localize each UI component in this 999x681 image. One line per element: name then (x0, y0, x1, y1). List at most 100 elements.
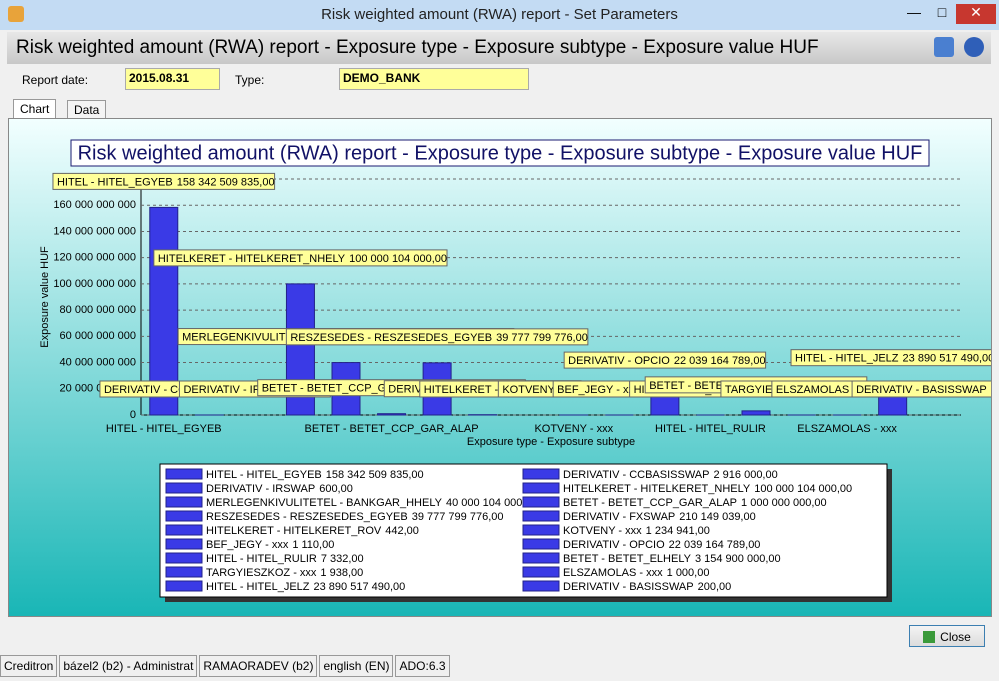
chart-panel: Risk weighted amount (RWA) report - Expo… (8, 118, 992, 617)
legend-category: HITEL - HITEL_RULIR (206, 553, 317, 565)
legend-value: 2 916 000,00 (714, 469, 778, 481)
legend-value: 210 149 039,00 (679, 511, 755, 523)
legend-category: DERIVATIV - FXSWAP (563, 511, 675, 523)
chart: Risk weighted amount (RWA) report - Expo… (9, 119, 991, 616)
refresh-button[interactable] (934, 37, 954, 57)
close-label: Close (940, 630, 971, 644)
legend-value: 200,00 (698, 581, 732, 593)
data-label-category: DERIVATIV - BASISSWAP (856, 384, 987, 396)
legend-category: ELSZAMOLAS - xxx (563, 567, 663, 579)
legend-swatch (522, 538, 560, 550)
legend-category: HITELKERET - HITELKERET_ROV (206, 525, 382, 537)
legend-category: KOTVENY - xxx (563, 525, 642, 537)
data-label-box (153, 249, 448, 267)
data-label-text: HITELKERET - HITELKERET_NHELY 100 000 104… (158, 253, 447, 265)
legend-value: 22 039 164 789,00 (669, 539, 761, 551)
type-field[interactable]: DEMO_BANK (339, 68, 529, 90)
y-tick-label: 60 000 000 000 (60, 330, 136, 342)
x-tick-label: HITEL - HITEL_EGYEB (106, 423, 222, 435)
legend-entry: RESZESEDES - RESZESEDES_EGYEB 39 777 799 … (206, 511, 504, 523)
legend-value: 158 342 509 835,00 (326, 469, 424, 481)
close-window-button[interactable]: ✕ (956, 4, 996, 24)
legend-swatch (522, 496, 560, 508)
legend-value: 600,00 (319, 483, 353, 495)
legend-entry: BETET - BETET_CCP_GAR_ALAP 1 000 000 000,… (563, 497, 827, 509)
legend-value: 1 234 941,00 (646, 525, 710, 537)
bar (149, 206, 179, 416)
data-label-value: 100 000 104 000,00 (349, 253, 447, 265)
status-cell: Creditron (0, 655, 58, 677)
legend-category: HITEL - HITEL_EGYEB (206, 469, 322, 481)
chart-title-box (70, 139, 930, 167)
legend-entry: DERIVATIV - OPCIO 22 039 164 789,00 (563, 539, 760, 551)
y-tick-label: 40 000 000 000 (60, 356, 136, 368)
data-label-category: DERIVATIV - OPCIO (568, 355, 670, 367)
legend-swatch (165, 552, 203, 564)
legend-value: 1 938,00 (320, 567, 363, 579)
x-tick-label: ELSZAMOLAS - xxx (797, 423, 897, 435)
legend-value: 39 777 799 776,00 (412, 511, 504, 523)
data-label: HITEL - HITEL_JELZ 23 890 517 490,00 (790, 349, 991, 367)
header: Risk weighted amount (RWA) report - Expo… (7, 32, 991, 64)
legend: HITEL - HITEL_EGYEB 158 342 509 835,00 DER… (159, 463, 892, 602)
legend-category: MERLEGENKIVULITETEL - BANKGAR_HHELY (206, 497, 443, 509)
tab[interactable]: Chart (13, 99, 57, 118)
legend-swatch (165, 580, 203, 592)
legend-entry: DERIVATIV - FXSWAP 210 149 039,00 (563, 511, 756, 523)
data-label: RESZESEDES - RESZESEDES_EGYEB 39 777 799 … (285, 328, 589, 346)
legend-entry: HITEL - HITEL_EGYEB 158 342 509 835,00 (206, 469, 424, 481)
legend-value: 1 000,00 (667, 567, 710, 579)
legend-value: 40 000 104 000,00 (446, 497, 538, 509)
help-button[interactable] (964, 37, 984, 57)
data-label-category: HITEL - HITEL_EGYEB (57, 176, 173, 188)
app-icon (8, 6, 24, 22)
data-label-box (563, 351, 767, 369)
legend-swatch (165, 538, 203, 550)
legend-value: 1 110,00 (292, 539, 334, 551)
legend-entry: MERLEGENKIVULITETEL - BANKGAR_HHELY 40 00… (206, 497, 538, 509)
legend-entry: DERIVATIV - IRSWAP 600,00 (206, 483, 353, 495)
bar (377, 413, 407, 416)
legend-swatch (522, 566, 560, 578)
legend-entry: DERIVATIV - CCBASISSWAP 2 916 000,00 (563, 469, 778, 481)
x-tick-label: HITEL - HITEL_RULIR (655, 423, 766, 435)
data-label-box (851, 380, 991, 398)
legend-category: BETET - BETET_ELHELY (563, 553, 692, 565)
data-label-value: 23 890 517 490,00 (903, 353, 991, 365)
y-tick-label: 160 000 000 000 (53, 199, 136, 211)
data-label-box (790, 349, 991, 367)
legend-category: TARGYIESZKOZ - xxx (206, 567, 317, 579)
report-date-field[interactable]: 2015.08.31 (125, 68, 220, 90)
data-label-value: 22 039 164 789,00 (674, 355, 766, 367)
legend-entry: HITELKERET - HITELKERET_ROV 442,00 (206, 525, 419, 537)
legend-category: BETET - BETET_CCP_GAR_ALAP (563, 497, 737, 509)
minimize-button[interactable]: — (907, 4, 921, 20)
maximize-button[interactable]: □ (937, 4, 947, 20)
legend-entry: BETET - BETET_ELHELY 3 154 900 000,00 (563, 553, 781, 565)
close-button[interactable]: Close (909, 625, 985, 647)
data-label-value: 158 342 509 835,00 (177, 176, 275, 188)
tab[interactable]: Data (67, 100, 107, 119)
legend-value: 1 000 000 000,00 (741, 497, 827, 509)
status-cell: ADO:6.3 (395, 655, 450, 677)
legend-value: 23 890 517 490,00 (314, 581, 406, 593)
legend-swatch (165, 566, 203, 578)
data-label-box (285, 328, 589, 346)
status-bar: Creditron bázel2 (b2) - Administrat RAMAOR… (0, 655, 999, 677)
data-label: DERIVATIV - OPCIO 22 039 164 789,00 (563, 351, 767, 369)
legend-category: HITEL - HITEL_JELZ (206, 581, 310, 593)
data-label-category: RESZESEDES - RESZESEDES_EGYEB (290, 332, 492, 344)
data-label: HITEL - HITEL_EGYEB 158 342 509 835,00 (52, 172, 276, 190)
y-tick-label: 120 000 000 000 (53, 252, 136, 264)
status-cell: english (EN) (319, 655, 394, 677)
legend-category: DERIVATIV - BASISSWAP (563, 581, 694, 593)
legend-entry: BEF_JEGY - xxx 1 110,00 (206, 539, 334, 551)
bar (741, 410, 771, 416)
y-tick-label: 80 000 000 000 (60, 304, 136, 316)
legend-swatch (165, 496, 203, 508)
legend-entry: HITEL - HITEL_JELZ 23 890 517 490,00 (206, 581, 405, 593)
legend-category: DERIVATIV - IRSWAP (206, 483, 315, 495)
y-axis-label: Exposure value HUF (39, 246, 51, 348)
